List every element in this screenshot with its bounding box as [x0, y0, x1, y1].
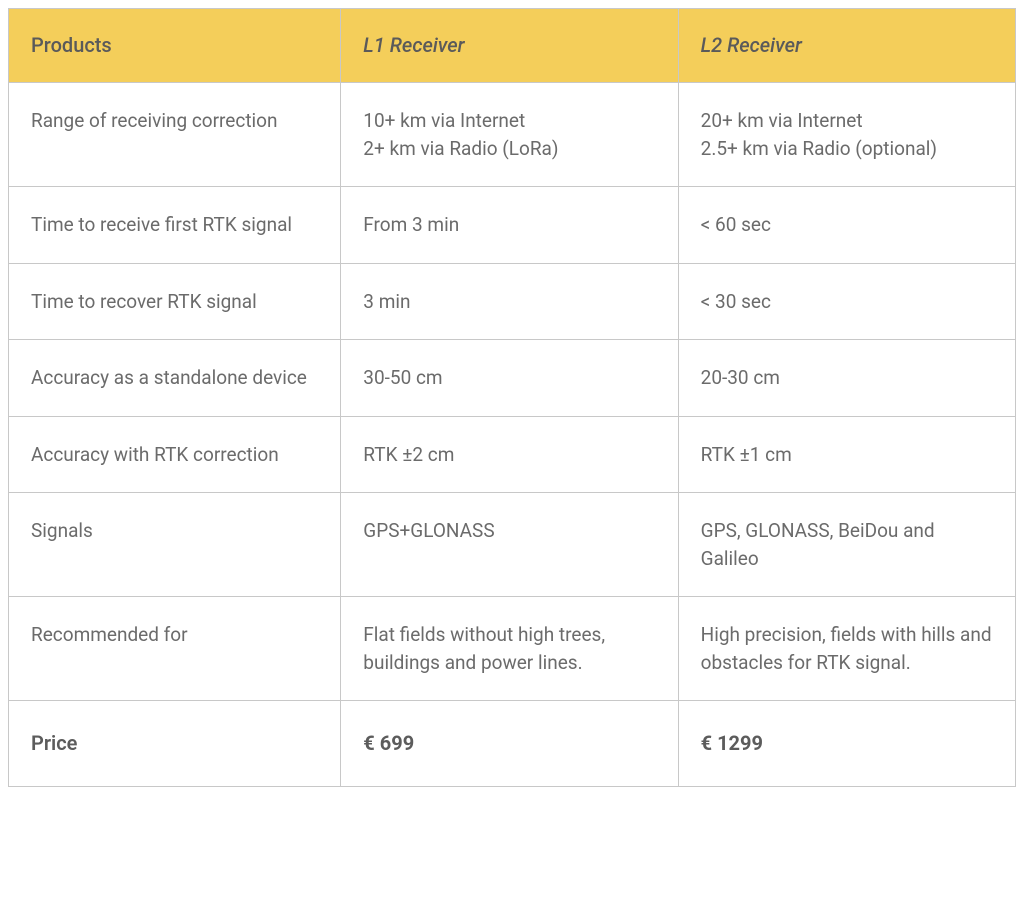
l1-value: 30-50 cm [341, 340, 678, 417]
table-row: Accuracy with RTK correction RTK ±2 cm R… [9, 416, 1016, 493]
comparison-table: Products L1 Receiver L2 Receiver Range o… [8, 8, 1016, 787]
l1-value: From 3 min [341, 187, 678, 264]
table-row: Accuracy as a standalone device 30-50 cm… [9, 340, 1016, 417]
feature-label: Time to receive first RTK signal [9, 187, 341, 264]
l1-value: 10+ km via Internet2+ km via Radio (LoRa… [341, 83, 678, 187]
header-l1-receiver: L1 Receiver [341, 9, 678, 83]
feature-label: Range of receiving correction [9, 83, 341, 187]
table-header-row: Products L1 Receiver L2 Receiver [9, 9, 1016, 83]
l1-price: € 699 [341, 701, 678, 787]
feature-label: Time to recover RTK signal [9, 263, 341, 340]
l2-value: High precision, fields with hills and ob… [678, 597, 1015, 701]
l2-value: 20+ km via Internet2.5+ km via Radio (op… [678, 83, 1015, 187]
table-row: Recommended for Flat fields without high… [9, 597, 1016, 701]
l2-price: € 1299 [678, 701, 1015, 787]
feature-label: Accuracy with RTK correction [9, 416, 341, 493]
l1-value: RTK ±2 cm [341, 416, 678, 493]
l1-value: Flat fields without high trees, building… [341, 597, 678, 701]
header-l2-receiver: L2 Receiver [678, 9, 1015, 83]
l1-value: 3 min [341, 263, 678, 340]
feature-label: Signals [9, 493, 341, 597]
l2-value: RTK ±1 cm [678, 416, 1015, 493]
table-body: Range of receiving correction 10+ km via… [9, 83, 1016, 787]
l2-value: < 60 sec [678, 187, 1015, 264]
table-row: Time to recover RTK signal 3 min < 30 se… [9, 263, 1016, 340]
l1-value: GPS+GLONASS [341, 493, 678, 597]
header-products: Products [9, 9, 341, 83]
feature-label: Recommended for [9, 597, 341, 701]
table-row: Time to receive first RTK signal From 3 … [9, 187, 1016, 264]
table-price-row: Price € 699 € 1299 [9, 701, 1016, 787]
l2-value: 20-30 cm [678, 340, 1015, 417]
table-row: Signals GPS+GLONASS GPS, GLONASS, BeiDou… [9, 493, 1016, 597]
feature-label: Accuracy as a standalone device [9, 340, 341, 417]
price-label: Price [9, 701, 341, 787]
l2-value: < 30 sec [678, 263, 1015, 340]
table-row: Range of receiving correction 10+ km via… [9, 83, 1016, 187]
l2-value: GPS, GLONASS, BeiDou and Galileo [678, 493, 1015, 597]
